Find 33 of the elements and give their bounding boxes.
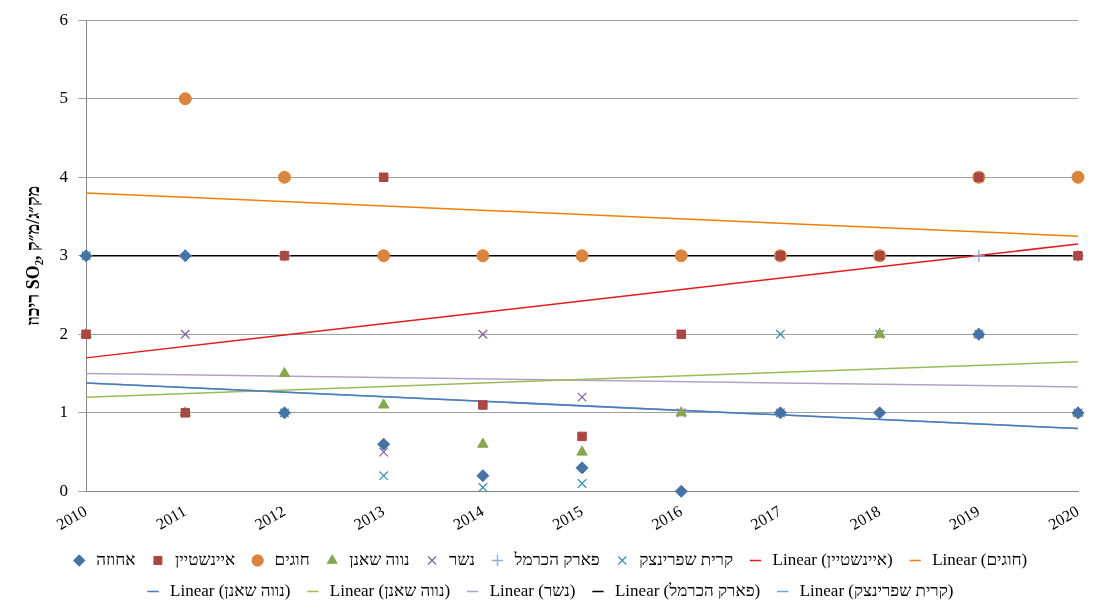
legend-label: איינשטיין	[174, 549, 236, 569]
legend-label: אחוזה	[96, 549, 136, 569]
x-tick-label: 2012	[251, 502, 289, 533]
legend-label: נווה שאנן	[349, 549, 410, 569]
legend-label: Linear (חוגים)	[932, 549, 1028, 569]
x-tick-label: 2018	[847, 502, 884, 533]
legend-label: Linear (קרית שפרינצק)	[799, 580, 954, 600]
y-tick-label: 1	[59, 402, 69, 422]
y-tick-label: 3	[59, 245, 69, 265]
y-tick-label: 5	[59, 88, 69, 108]
x-tick-label: 2010	[53, 502, 90, 533]
x-tick-label: 2014	[450, 502, 487, 533]
legend-label: Linear (פארק הכרמל)	[614, 580, 761, 600]
x-tick-label: 2013	[351, 502, 388, 533]
legend-label: Linear (נשר)	[489, 580, 576, 600]
x-tick-label: 2019	[946, 502, 983, 533]
x-tick-label: 2015	[549, 502, 586, 533]
legend-label: Linear (איינשטיין)	[772, 549, 893, 569]
legend-label: Linear (נווה שאנן)	[170, 580, 291, 600]
legend-label: Linear (נווה שאנן)	[329, 580, 451, 600]
y-tick-label: 0	[59, 480, 69, 500]
legend-label: קרית שפרינצק	[639, 549, 734, 569]
x-tick-label: 2016	[648, 502, 685, 533]
x-tick-label: 2020	[1045, 502, 1082, 533]
y-tick-label: 6	[59, 9, 69, 29]
y-tick-label: 2	[59, 323, 69, 343]
legend-label: חוגים	[274, 549, 310, 569]
y-axis-title: ריכוז SO₂, מק״ג/מ״ק	[23, 185, 44, 326]
legend-label: נשר	[449, 549, 475, 569]
x-tick-label: 2017	[747, 502, 785, 533]
x-tick-label: 2011	[153, 502, 189, 533]
y-tick-label: 4	[59, 166, 69, 186]
legend-label: פארק הכרמל	[513, 549, 600, 569]
